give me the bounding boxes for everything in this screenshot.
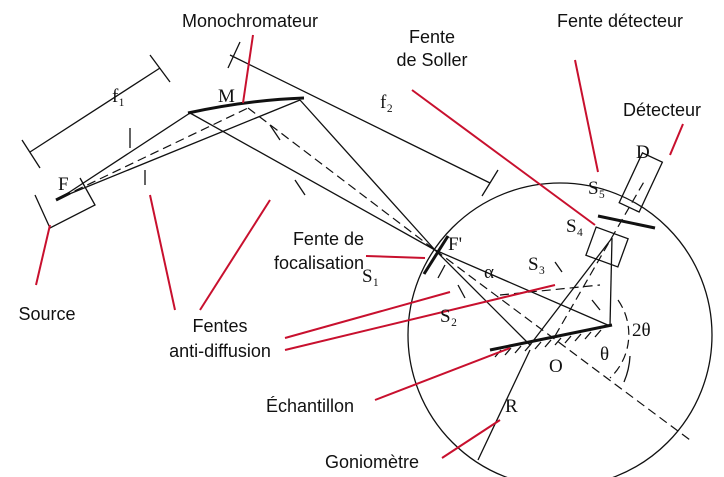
detector — [618, 152, 664, 213]
label: Monochromateur — [182, 11, 318, 31]
label: Fentes — [192, 316, 247, 336]
symbol: M — [218, 86, 235, 107]
goniometer-circle — [407, 182, 713, 477]
symbol: S₅ — [588, 178, 605, 199]
symbol: f₂ — [380, 92, 393, 113]
label: Source — [18, 304, 75, 324]
label: Fente de — [293, 229, 364, 249]
monochromator — [187, 96, 305, 115]
focus-f — [55, 191, 71, 202]
label: anti-diffusion — [169, 341, 271, 361]
symbol: α — [484, 262, 494, 283]
soller-slit — [585, 226, 629, 268]
symbol: f₁ — [112, 86, 125, 107]
symbol: D — [636, 142, 650, 163]
symbol: S₃ — [528, 254, 545, 275]
leader-lines — [35, 34, 684, 459]
symbol: F' — [448, 234, 462, 255]
rays — [61, 99, 691, 441]
symbol: S₂ — [440, 306, 457, 327]
symbol: O — [549, 356, 563, 377]
symbol: F — [58, 174, 69, 195]
dimensions — [21, 41, 631, 461]
symbol: S₁ — [362, 266, 379, 287]
label: Goniomètre — [325, 452, 419, 472]
sample — [489, 323, 613, 358]
symbol: R — [505, 396, 518, 417]
label: focalisation — [274, 253, 364, 273]
label: Échantillon — [266, 396, 354, 416]
label: Fente détecteur — [557, 11, 683, 31]
source — [34, 177, 96, 229]
label: Détecteur — [623, 100, 701, 120]
symbol: 2θ — [632, 320, 651, 341]
symbol: S₄ — [566, 216, 583, 237]
symbol: θ — [600, 344, 609, 365]
slits — [129, 124, 656, 311]
label: Fente — [409, 27, 455, 47]
label: de Soller — [396, 50, 467, 70]
